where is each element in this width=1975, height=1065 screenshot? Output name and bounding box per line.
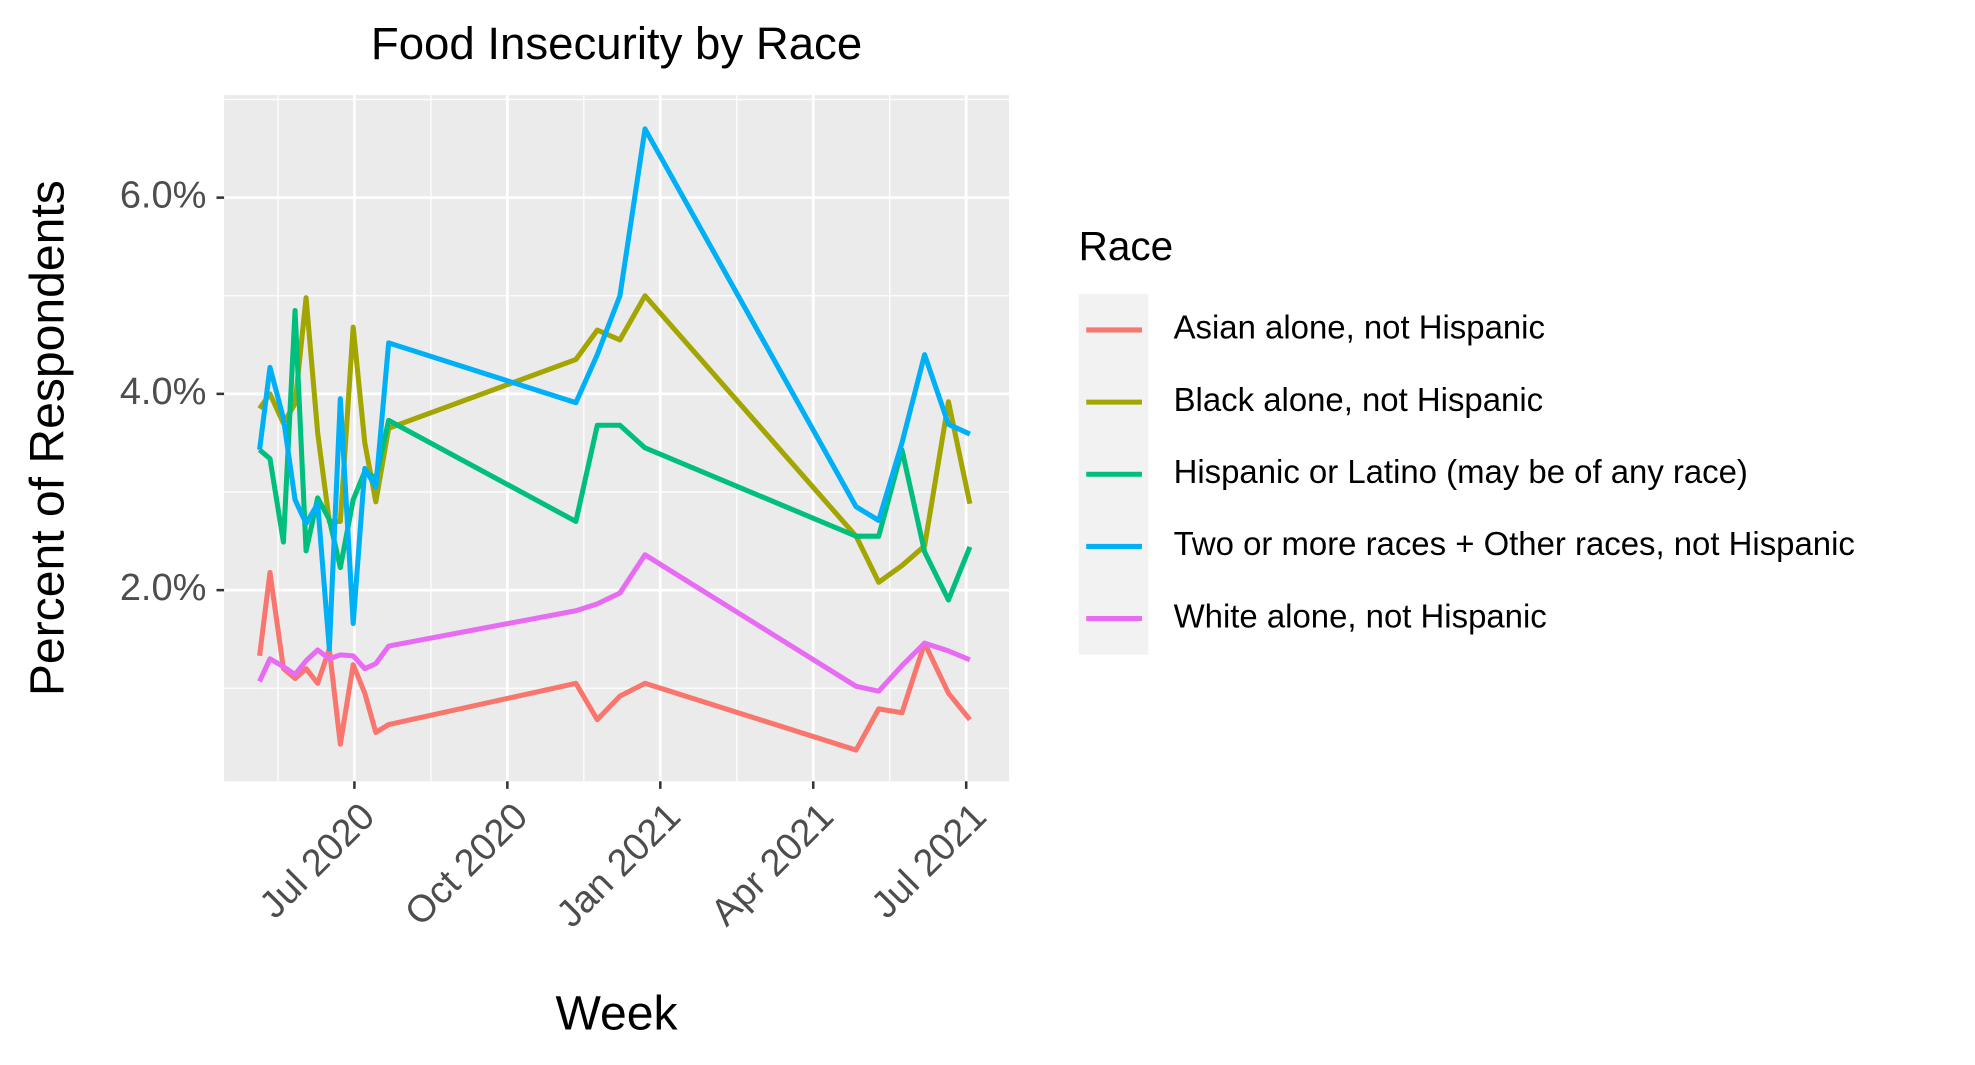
legend-label: Asian alone, not Hispanic bbox=[1174, 309, 1545, 346]
y-tick-label: 6.0% bbox=[120, 175, 207, 217]
legend-label: Black alone, not Hispanic bbox=[1174, 381, 1544, 418]
legend-label: White alone, not Hispanic bbox=[1174, 597, 1547, 634]
legend-title: Race bbox=[1079, 223, 1174, 269]
x-tick-label: Jul 2020 bbox=[252, 795, 383, 926]
y-tick-label: 2.0% bbox=[120, 567, 207, 609]
x-axis-label: Week bbox=[556, 986, 679, 1040]
x-tick-label: Apr 2021 bbox=[703, 795, 842, 934]
legend-label: Hispanic or Latino (may be of any race) bbox=[1174, 453, 1748, 490]
series-line bbox=[257, 293, 973, 585]
y-tick-label: 4.0% bbox=[120, 371, 207, 413]
series-line bbox=[257, 307, 973, 603]
chart-title: Food Insecurity by Race bbox=[371, 18, 862, 69]
y-axis-label: Percent of Respondents bbox=[20, 180, 74, 696]
series-line bbox=[257, 569, 972, 753]
x-tick-label: Oct 2020 bbox=[397, 795, 536, 934]
x-tick-label: Jul 2021 bbox=[864, 795, 995, 926]
series-line bbox=[257, 552, 971, 694]
x-tick-label: Jan 2021 bbox=[549, 795, 689, 935]
series-line bbox=[257, 126, 971, 652]
legend-label: Two or more races + Other races, not His… bbox=[1174, 525, 1855, 562]
